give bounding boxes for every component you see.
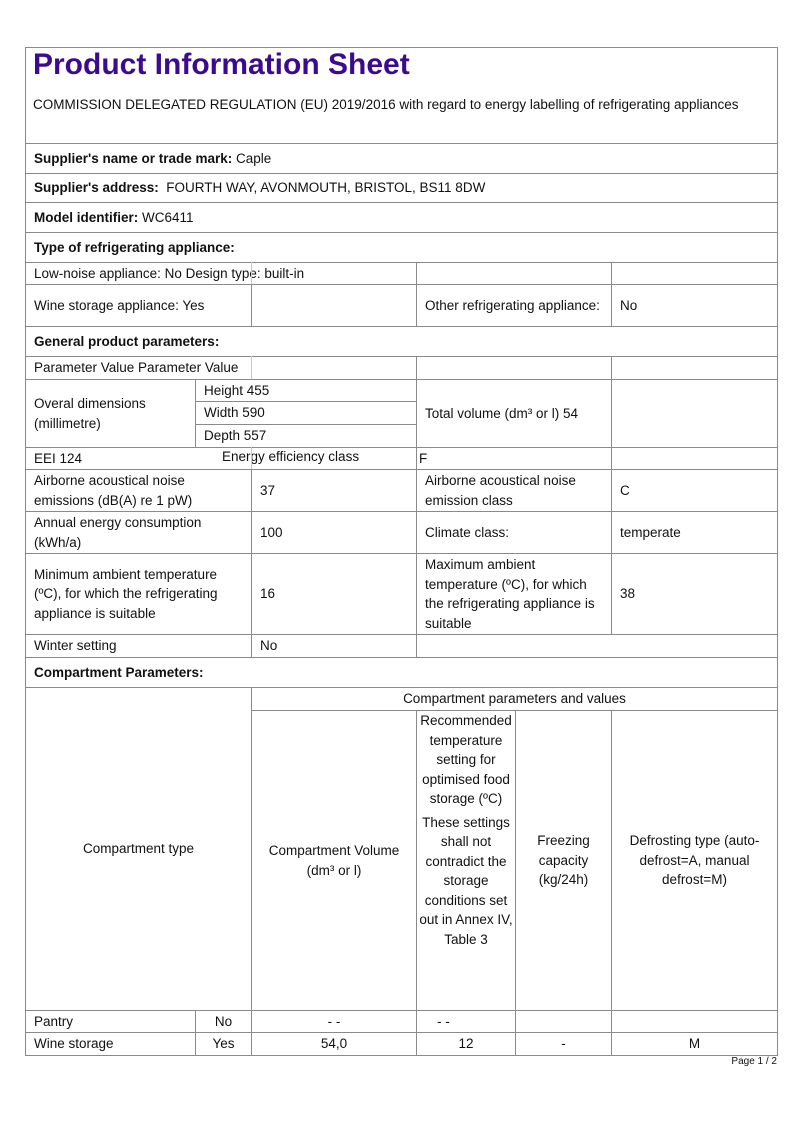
row-defrost — [611, 1010, 778, 1033]
climate-class-value: temperate — [611, 511, 778, 554]
winter-label: Winter setting — [25, 634, 252, 658]
temp-header-note: These settings shall not contradict the … — [419, 814, 513, 947]
empty-cell — [416, 356, 612, 380]
energy-class-value: F — [416, 447, 612, 470]
dimension-depth: Depth 557 — [195, 424, 417, 448]
param-header-cell: Parameter Value Parameter Value — [25, 356, 417, 380]
row-freezing: - — [515, 1032, 612, 1056]
row-freezing — [515, 1010, 612, 1033]
supplier-name-value: Caple — [232, 150, 272, 166]
volume-header: Compartment Volume (dm³ or l) — [251, 710, 417, 1011]
climate-class-label: Climate class: — [416, 511, 612, 554]
total-volume: Total volume (dm³ or l) 54 — [416, 379, 612, 448]
noise-value: 37 — [251, 469, 417, 512]
noise-class-value: C — [611, 469, 778, 512]
row-volume: 54,0 — [251, 1032, 417, 1056]
row-type: Wine storage — [25, 1032, 196, 1056]
model-label: Model identifier: — [34, 209, 139, 225]
empty-cell — [611, 447, 778, 470]
empty-cell — [611, 356, 778, 380]
empty-cell — [611, 379, 778, 448]
empty-cell — [416, 634, 778, 658]
row-temp: 12 — [416, 1032, 516, 1056]
dimension-height: Height 455 — [195, 379, 417, 402]
page-title: Product Information Sheet — [33, 48, 410, 81]
annual-energy-label: Annual energy consumption (kWh/a) — [25, 511, 252, 554]
dimension-width: Width 590 — [195, 401, 417, 425]
divider — [251, 447, 252, 469]
supplier-address-label: Supplier's address: — [34, 180, 159, 196]
empty-cell — [611, 262, 778, 285]
supplier-name-row: Supplier's name or trade mark: Caple — [25, 143, 778, 174]
other-appliance-label: Other refrigerating appliance: — [416, 284, 612, 327]
empty-cell — [251, 284, 417, 327]
other-appliance-value: No — [611, 284, 778, 327]
row-present: Yes — [195, 1032, 252, 1056]
compartment-type-header: Compartment type — [25, 687, 252, 1011]
row-type: Pantry — [25, 1010, 196, 1033]
annual-energy-value: 100 — [251, 511, 417, 554]
empty-cell — [416, 262, 612, 285]
low-noise-cell: Low-noise appliance: No Design type: bui… — [25, 262, 417, 285]
noise-class-label: Airborne acoustical noise emission class — [416, 469, 612, 512]
compartment-heading: Compartment Parameters: — [25, 657, 778, 688]
row-present: No — [195, 1010, 252, 1033]
max-temp-label: Maximum ambient temperature (ºC), for wh… — [416, 553, 612, 635]
row-defrost: M — [611, 1032, 778, 1056]
row-temp: - - — [416, 1010, 516, 1033]
min-temp-value: 16 — [251, 553, 417, 635]
type-heading: Type of refrigerating appliance: — [25, 232, 778, 263]
temp-header: Recommended temperature setting for opti… — [416, 710, 516, 1011]
min-temp-label: Minimum ambient temperature (ºC), for wh… — [25, 553, 252, 635]
model-row: Model identifier: WC6411 — [25, 202, 778, 233]
divider — [251, 356, 252, 379]
wine-storage-appliance-cell: Wine storage appliance: Yes — [25, 284, 252, 327]
row-volume: - - — [251, 1010, 417, 1033]
max-temp-value: 38 — [611, 553, 778, 635]
regulation-subtitle: COMMISSION DELEGATED REGULATION (EU) 201… — [33, 97, 739, 112]
compartment-group-header: Compartment parameters and values — [251, 687, 778, 711]
supplier-address-row: Supplier's address: FOURTH WAY, AVONMOUT… — [25, 173, 778, 203]
supplier-address-value: FOURTH WAY, AVONMOUTH, BRISTOL, BS11 8DW — [158, 180, 486, 196]
temp-header-text: Recommended temperature setting for opti… — [420, 713, 512, 806]
dimensions-label: Overal dimensions (millimetre) — [25, 379, 196, 448]
freezing-header: Freezing capacity (kg/24h) — [515, 710, 612, 1011]
model-value: WC6411 — [138, 209, 194, 225]
page-number: Page 1 / 2 — [731, 1056, 777, 1067]
winter-value: No — [251, 634, 417, 658]
supplier-name-label: Supplier's name or trade mark: — [34, 150, 233, 166]
divider — [251, 262, 252, 284]
energy-class-label: Energy efficiency class — [222, 449, 360, 464]
defrost-header: Defrosting type (auto-defrost=A, manual … — [611, 710, 778, 1011]
noise-label: Airborne acoustical noise emissions (dB(… — [25, 469, 252, 512]
general-heading: General product parameters: — [25, 326, 778, 357]
